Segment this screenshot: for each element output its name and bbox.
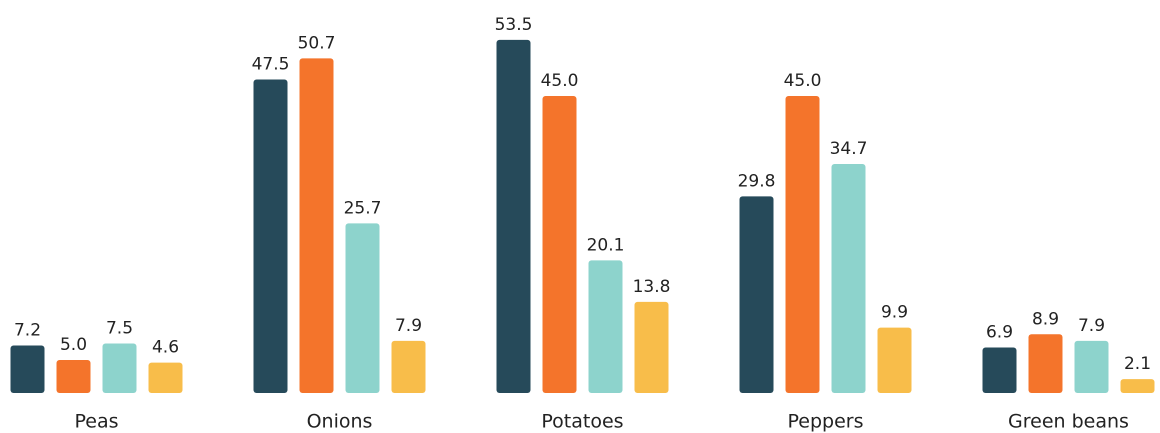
value-label: 6.9: [986, 322, 1013, 342]
value-label: 20.1: [587, 235, 625, 255]
bar: [10, 345, 45, 393]
bar: [56, 360, 91, 393]
bar: [588, 260, 623, 393]
bar: [542, 96, 577, 393]
value-label: 47.5: [252, 55, 290, 75]
bar: [299, 58, 334, 393]
value-label: 13.8: [633, 277, 671, 297]
bar: [102, 343, 137, 393]
bar: [877, 327, 912, 393]
bar: [345, 223, 380, 393]
value-label: 29.8: [738, 171, 776, 191]
bar: [831, 163, 866, 393]
x-tick-label: Peppers: [788, 411, 864, 433]
value-label: 50.7: [298, 33, 336, 53]
value-label: 2.1: [1124, 354, 1151, 374]
bar: [1074, 340, 1109, 393]
bar: [1120, 379, 1155, 393]
x-tick-label: Green beans: [1008, 411, 1129, 433]
bar: [253, 79, 288, 393]
value-label: 45.0: [784, 71, 822, 91]
bar: [1028, 334, 1063, 393]
bar: [982, 347, 1017, 393]
x-tick-label: Onions: [307, 411, 373, 433]
bar: [739, 196, 774, 393]
x-tick-label: Peas: [74, 411, 118, 433]
value-label: 25.7: [344, 198, 382, 218]
bar: [391, 340, 426, 393]
value-label: 7.9: [395, 316, 422, 336]
value-label: 45.0: [541, 71, 579, 91]
value-label: 34.7: [830, 139, 868, 159]
bar: [148, 362, 183, 393]
bar: [496, 39, 531, 394]
value-label: 5.0: [60, 335, 87, 355]
value-label: 9.9: [881, 303, 908, 323]
value-label: 8.9: [1032, 309, 1059, 329]
value-label: 53.5: [495, 15, 533, 35]
x-tick-label: Potatoes: [541, 411, 623, 433]
bar: [634, 301, 669, 393]
value-label: 4.6: [152, 338, 179, 358]
value-label: 7.9: [1078, 316, 1105, 336]
value-label: 7.5: [106, 319, 133, 339]
bar: [785, 96, 820, 393]
value-label: 7.2: [14, 320, 41, 340]
